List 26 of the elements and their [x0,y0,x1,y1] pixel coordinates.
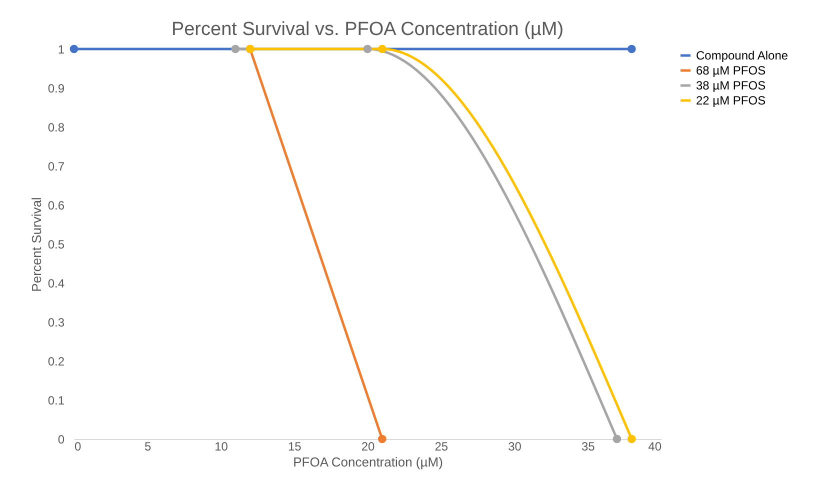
x-tick-label: 20 [361,440,375,454]
x-tick-label: 10 [214,440,228,454]
y-tick-label: 0.8 [48,120,65,134]
y-tick-label: 0.2 [48,354,65,368]
y-axis-title: Percent Survival [28,197,44,292]
y-tick-label: 1 [58,42,65,56]
y-tick-label: 0.3 [48,316,65,330]
chart-title: Percent Survival vs. PFOA Concentration (µM) [171,19,564,40]
x-axis-title: PFOA Concentration (µM) [293,454,443,470]
x-tick-label: 35 [581,440,596,454]
x-tick-label: 25 [434,440,448,454]
legend-label: 38 µM PFOS [696,78,766,92]
y-tick-label: 0.5 [48,238,65,252]
y-tick-label: 0.4 [48,276,65,290]
x-tick-label: 0 [74,440,82,454]
legend-label: 68 µM PFOS [696,64,766,78]
y-tick-label: 0.9 [48,82,65,96]
y-tick-label: 0.6 [48,198,65,212]
legend-label: 22 µM PFOS [696,94,766,108]
x-tick-label: 15 [288,440,302,454]
y-tick-label: 0.7 [48,160,65,174]
x-tick-label: 40 [648,440,662,454]
legend-label: Compound Alone [696,48,788,62]
x-tick-label: 5 [144,440,152,454]
y-tick-label: 0.1 [48,394,65,408]
x-tick-label: 30 [508,440,522,454]
